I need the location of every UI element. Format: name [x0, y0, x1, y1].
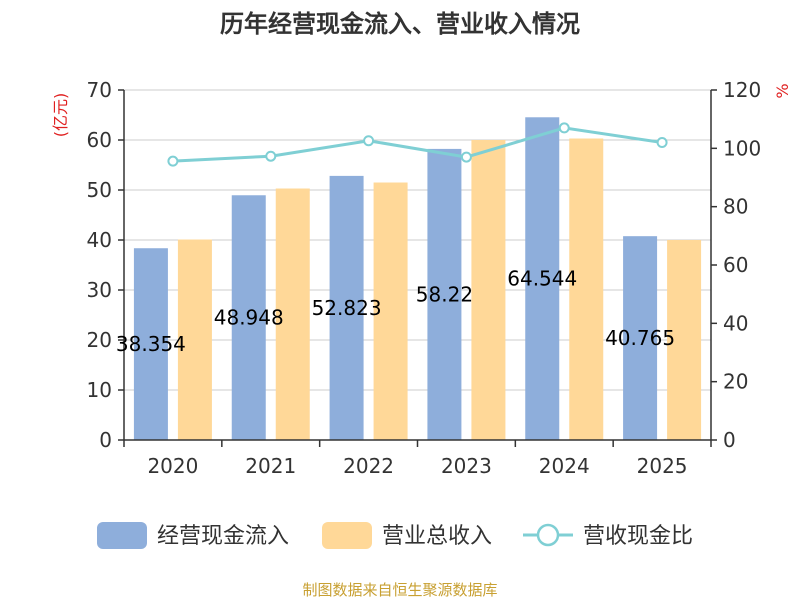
- x-tick-label-2023: 2023: [441, 454, 492, 478]
- data-label-2020: 38.354: [116, 332, 186, 356]
- ratio-line-path: [172, 126, 663, 163]
- source-note: 制图数据来自恒生聚源数据库: [302, 581, 497, 599]
- x-tick-label-2022: 2022: [343, 454, 394, 478]
- right-tick-label: 40: [723, 311, 748, 335]
- bar-cash-inflow-2024: [525, 117, 560, 440]
- legend-label-0: 经营现金流入: [157, 524, 289, 549]
- left-tick-label: 40: [87, 228, 112, 252]
- bar-revenue-2022: [373, 182, 408, 440]
- x-tick-label-2024: 2024: [539, 454, 590, 478]
- legend-label-2: 营收现金比: [583, 524, 693, 549]
- gridlines: [124, 89, 711, 391]
- right-tick-label: 60: [723, 253, 748, 277]
- x-tick-label-2020: 2020: [147, 454, 198, 478]
- axes: 0 10 20 30 40 50 60 70 0 20 40 60 80 100 120 2020 2021 20…: [87, 78, 762, 478]
- left-tick-label: 20: [87, 328, 112, 352]
- left-tick-label: 50: [87, 178, 112, 202]
- bar-revenue-2024: [569, 138, 604, 440]
- left-tick-label: 70: [87, 78, 112, 102]
- right-tick-label: 100: [723, 136, 761, 160]
- data-label-2024: 64.544: [507, 267, 577, 291]
- chart-title: 历年经营现金流入、营业收入情况: [220, 10, 580, 38]
- legend-swatch-1: [322, 522, 372, 549]
- bar-revenue-2023: [471, 140, 506, 440]
- right-tick-label: 80: [723, 195, 748, 219]
- ratio-point-2021: [265, 150, 277, 162]
- data-label-2023: 58.22: [416, 282, 473, 306]
- right-tick-label: 20: [723, 370, 748, 394]
- left-tick-label: 60: [87, 128, 112, 152]
- bar-cash-inflow-2022: [329, 175, 364, 440]
- ratio-point-2022: [363, 135, 375, 147]
- left-tick-label: 10: [87, 378, 112, 402]
- bar-cash-inflow-2020: [133, 248, 168, 440]
- bar-cash-inflow-2021: [231, 195, 266, 440]
- data-labels: 38.354 48.948 52.823 58.22 64.544 40.765: [116, 267, 675, 356]
- right-tick-label: 0: [723, 428, 736, 452]
- bar-revenue-2021: [275, 188, 310, 440]
- legend-marker-2: [536, 523, 560, 547]
- right-tick-label: 120: [723, 78, 761, 102]
- ratio-point-2023: [460, 151, 472, 163]
- left-tick-label: 0: [99, 428, 112, 452]
- bar-cash-inflow-2025: [623, 236, 658, 440]
- ratio-line: [167, 122, 668, 167]
- data-label-2025: 40.765: [605, 326, 675, 350]
- ratio-point-2020: [167, 155, 179, 167]
- bar-cash-inflow-2023: [427, 148, 462, 440]
- bars: [133, 117, 702, 440]
- x-tick-label-2025: 2025: [637, 454, 688, 478]
- left-axis-unit: (亿元): [51, 93, 70, 138]
- ratio-point-2025: [656, 137, 668, 148]
- bar-revenue-2020: [177, 239, 212, 440]
- left-tick-label: 30: [87, 278, 112, 302]
- data-label-2022: 52.823: [312, 296, 382, 320]
- ratio-point-2024: [558, 122, 570, 134]
- x-tick-label-2021: 2021: [245, 454, 296, 478]
- legend-swatch-0: [97, 522, 147, 549]
- right-axis-unit: %: [773, 83, 792, 98]
- legend: 经营现金流入 营业总收入 营收现金比: [97, 522, 693, 549]
- data-label-2021: 48.948: [214, 306, 284, 330]
- legend-label-1: 营业总收入: [382, 524, 492, 549]
- bar-revenue-2025: [667, 240, 702, 440]
